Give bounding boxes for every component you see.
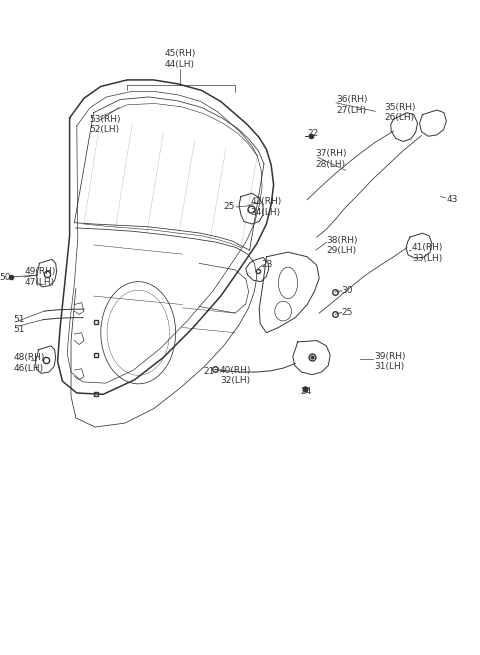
Text: 45(RH)
44(LH): 45(RH) 44(LH) xyxy=(164,49,196,69)
Text: 35(RH)
26(LH): 35(RH) 26(LH) xyxy=(384,103,416,122)
Text: 50: 50 xyxy=(0,272,11,282)
Text: 43: 43 xyxy=(446,195,458,204)
Text: 21: 21 xyxy=(204,367,215,376)
Text: 37(RH)
28(LH): 37(RH) 28(LH) xyxy=(315,149,347,169)
Text: 40(RH)
32(LH): 40(RH) 32(LH) xyxy=(220,365,251,385)
Text: 25: 25 xyxy=(224,202,235,212)
Text: 23: 23 xyxy=(262,260,273,269)
Text: 42(RH)
34(LH): 42(RH) 34(LH) xyxy=(251,197,282,217)
Text: 39(RH)
31(LH): 39(RH) 31(LH) xyxy=(374,352,406,371)
Text: 24: 24 xyxy=(300,387,312,396)
Text: 51
51: 51 51 xyxy=(13,314,25,334)
Text: 25: 25 xyxy=(342,308,353,317)
Text: 49(RH)
47(LH): 49(RH) 47(LH) xyxy=(25,267,56,287)
Text: 38(RH)
29(LH): 38(RH) 29(LH) xyxy=(326,236,358,255)
Text: 48(RH)
46(LH): 48(RH) 46(LH) xyxy=(13,353,45,373)
Text: 53(RH)
52(LH): 53(RH) 52(LH) xyxy=(89,115,120,134)
Text: 36(RH)
27(LH): 36(RH) 27(LH) xyxy=(336,95,368,115)
Text: 30: 30 xyxy=(342,286,353,295)
Text: 41(RH)
33(LH): 41(RH) 33(LH) xyxy=(412,243,443,263)
Text: 22: 22 xyxy=(307,129,318,138)
